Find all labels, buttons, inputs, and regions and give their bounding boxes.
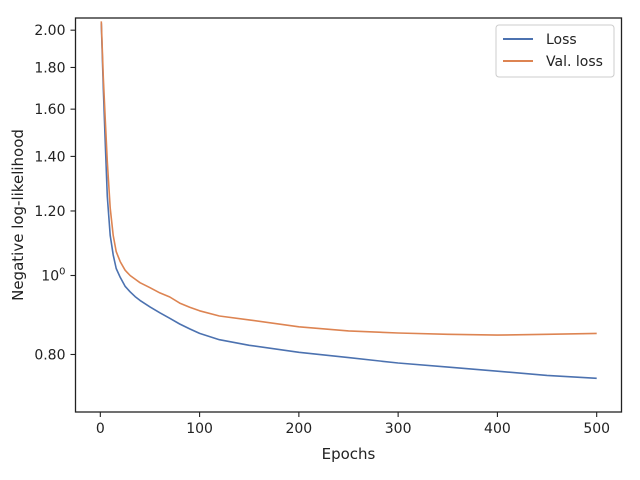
y-tick-label-base: 0.80 <box>34 347 65 363</box>
x-tick-label: 400 <box>484 421 511 437</box>
y-tick-label-base: 1.20 <box>34 204 65 220</box>
legend-label-0: Loss <box>546 32 577 48</box>
y-tick-label-exponent: 0 <box>59 267 65 278</box>
legend-label-1: Val. loss <box>546 54 603 70</box>
series-line-0 <box>100 23 597 380</box>
x-tick-label: 300 <box>385 421 412 437</box>
x-tick-label: 200 <box>285 421 312 437</box>
y-tick-label: 1.40 <box>34 149 65 165</box>
series-lines <box>100 21 597 380</box>
legend: Loss Val. loss <box>495 24 615 78</box>
series-line-1 <box>100 21 597 336</box>
plot-frame <box>74 17 623 413</box>
y-tick-label: 2.00 <box>34 23 65 39</box>
y-tick-label: 100 <box>41 267 65 285</box>
y-tick-label: 1.80 <box>34 60 65 76</box>
y-tick-label: 1.60 <box>34 102 65 118</box>
x-axis-ticks: 0 100 200 300 400 500 <box>96 412 610 437</box>
y-axis-ticks: 0.80 100 1.20 1.40 1.60 1.80 2.00 <box>34 23 76 363</box>
y-tick-label-base: 1.80 <box>34 60 65 76</box>
y-axis-label: Negative log-likelihood <box>9 129 27 301</box>
x-tick-label: 0 <box>96 421 105 437</box>
y-tick-label-base: 10 <box>41 269 59 285</box>
y-tick-label-base: 2.00 <box>34 23 65 39</box>
x-tick-label: 100 <box>186 421 213 437</box>
y-tick-label: 0.80 <box>34 347 65 363</box>
x-axis-label: Epochs <box>322 445 376 463</box>
x-tick-label: 500 <box>583 421 610 437</box>
y-tick-label-base: 1.60 <box>34 102 65 118</box>
y-tick-label-base: 1.40 <box>34 149 65 165</box>
y-tick-label: 1.20 <box>34 204 65 220</box>
